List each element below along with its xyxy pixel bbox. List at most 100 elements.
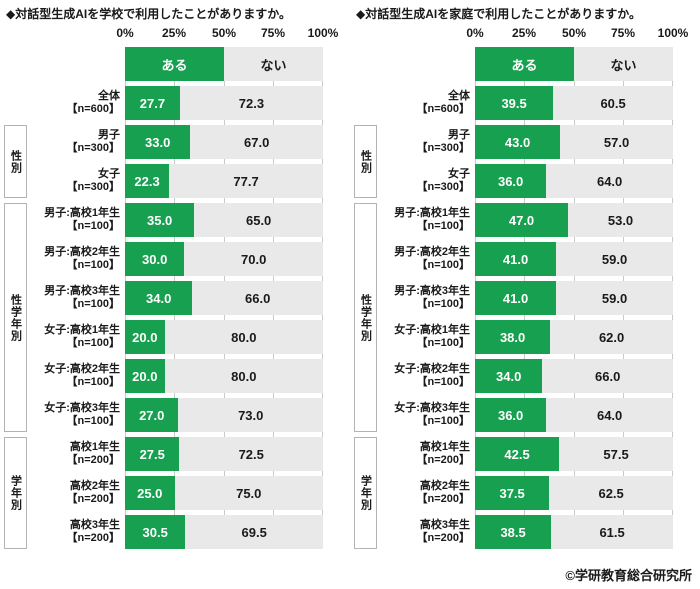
row-label-n: 【n=300】 bbox=[416, 181, 471, 193]
no-bar: 73.0 bbox=[178, 398, 323, 432]
data-row: 女子:高校2年生 【n=100】 34.0 66.0 bbox=[350, 359, 698, 393]
row-label-name: 男子:高校1年生 bbox=[394, 207, 470, 219]
no-bar: 72.3 bbox=[179, 86, 323, 120]
row-label-name: 高校3年生 bbox=[69, 519, 120, 531]
data-row: 全体 【n=600】 27.7 72.3 bbox=[0, 86, 348, 120]
no-value: 62.0 bbox=[598, 329, 625, 345]
no-value: 61.5 bbox=[599, 524, 625, 540]
yes-bar: 38.5 bbox=[475, 515, 552, 549]
row-label-name: 高校1年生 bbox=[419, 441, 470, 453]
data-row: 女子:高校3年生 【n=100】 27.0 73.0 bbox=[0, 398, 348, 432]
yes-bar: 33.0 bbox=[125, 125, 191, 159]
yes-bar: 38.0 bbox=[475, 320, 551, 354]
row-label-n: 【n=100】 bbox=[66, 220, 121, 232]
row-label-n: 【n=100】 bbox=[66, 376, 121, 388]
yes-bar: 37.5 bbox=[475, 476, 550, 510]
row-label: 女子 【n=300】 bbox=[350, 164, 475, 198]
yes-bar: 22.3 bbox=[125, 164, 170, 198]
no-value: 75.0 bbox=[236, 485, 262, 501]
no-value: 70.0 bbox=[241, 251, 267, 267]
yes-bar: 41.0 bbox=[475, 242, 557, 276]
row-label-n: 【n=200】 bbox=[416, 493, 471, 505]
no-value: 64.0 bbox=[596, 173, 623, 189]
data-row: 男子 【n=300】 43.0 57.0 bbox=[350, 125, 698, 159]
chart-title: ◆対話型生成AIを学校で利用したことがありますか。 bbox=[6, 7, 291, 21]
data-row: 男子:高校1年生 【n=100】 47.0 53.0 bbox=[350, 203, 698, 237]
row-label: 高校1年生 【n=200】 bbox=[350, 437, 475, 471]
axis-tick: 25% bbox=[161, 26, 187, 40]
row-label-n: 【n=600】 bbox=[416, 103, 471, 115]
data-row: 女子:高校3年生 【n=100】 36.0 64.0 bbox=[350, 398, 698, 432]
yes-bar: 27.7 bbox=[125, 86, 180, 120]
row-label-n: 【n=600】 bbox=[66, 103, 121, 115]
row-label-name: 高校2年生 bbox=[69, 480, 120, 492]
no-bar: 66.0 bbox=[192, 281, 323, 315]
no-value: 53.0 bbox=[607, 212, 634, 228]
no-value: 65.0 bbox=[245, 212, 272, 228]
row-label-name: 女子:高校1年生 bbox=[394, 324, 470, 336]
no-bar: 62.5 bbox=[549, 476, 673, 510]
row-label-n: 【n=100】 bbox=[66, 259, 121, 271]
axis-tick: 50% bbox=[561, 26, 587, 40]
data-row: 女子:高校1年生 【n=100】 20.0 80.0 bbox=[0, 320, 348, 354]
no-value: 67.0 bbox=[244, 134, 270, 150]
yes-bar: 35.0 bbox=[125, 203, 195, 237]
row-label-name: 女子 bbox=[98, 168, 120, 180]
axis-tick: 100% bbox=[307, 26, 339, 40]
no-bar: 59.0 bbox=[556, 242, 673, 276]
group-label-sex: 性別 bbox=[4, 125, 27, 198]
no-value: 66.0 bbox=[245, 290, 271, 306]
no-bar: 80.0 bbox=[164, 359, 323, 393]
row-label-n: 【n=100】 bbox=[416, 376, 471, 388]
group-label-grade: 学年別 bbox=[4, 437, 27, 549]
yes-value: 20.0 bbox=[132, 329, 158, 345]
no-value: 60.5 bbox=[600, 95, 626, 111]
yes-value: 38.0 bbox=[499, 329, 526, 345]
row-label-n: 【n=300】 bbox=[416, 142, 471, 154]
no-value: 77.7 bbox=[233, 173, 259, 189]
row-label: 高校1年生 【n=200】 bbox=[0, 437, 125, 471]
row-label: 高校2年生 【n=200】 bbox=[350, 476, 475, 510]
no-value: 66.0 bbox=[595, 368, 621, 384]
no-value: 73.0 bbox=[238, 407, 264, 423]
no-value: 80.0 bbox=[231, 329, 257, 345]
row-label: 男子:高校1年生 【n=100】 bbox=[350, 203, 475, 237]
row-label: 男子:高校3年生 【n=100】 bbox=[350, 281, 475, 315]
yes-value: 41.0 bbox=[502, 290, 529, 306]
no-bar: 57.5 bbox=[559, 437, 673, 471]
axis-tick: 75% bbox=[260, 26, 286, 40]
yes-value: 22.3 bbox=[134, 173, 160, 189]
axis-tick: 0% bbox=[466, 26, 484, 40]
legend-yes-label: ある bbox=[161, 57, 188, 73]
row-label-name: 女子:高校3年生 bbox=[394, 402, 470, 414]
axis-tick: 75% bbox=[610, 26, 636, 40]
row-label-name: 女子:高校3年生 bbox=[44, 402, 120, 414]
yes-value: 38.5 bbox=[500, 524, 526, 540]
row-label: 女子:高校3年生 【n=100】 bbox=[0, 398, 125, 432]
yes-value: 20.0 bbox=[132, 368, 158, 384]
yes-value: 41.0 bbox=[502, 251, 529, 267]
row-label: 女子 【n=300】 bbox=[0, 164, 125, 198]
row-label-n: 【n=300】 bbox=[66, 181, 121, 193]
yes-bar: 30.5 bbox=[125, 515, 186, 549]
row-label-name: 高校2年生 bbox=[419, 480, 470, 492]
no-bar: 69.5 bbox=[185, 515, 323, 549]
yes-value: 36.0 bbox=[497, 407, 524, 423]
yes-bar: 42.5 bbox=[475, 437, 560, 471]
yes-value: 30.5 bbox=[142, 524, 168, 540]
axis-tick: 100% bbox=[657, 26, 689, 40]
row-label-n: 【n=100】 bbox=[416, 298, 471, 310]
row-label: 全体 【n=600】 bbox=[0, 86, 125, 120]
yes-value: 39.5 bbox=[501, 95, 527, 111]
no-bar: 64.0 bbox=[546, 398, 673, 432]
chart-title: ◆対話型生成AIを家庭で利用したことがありますか。 bbox=[356, 7, 641, 21]
yes-value: 27.5 bbox=[139, 446, 165, 462]
yes-bar: 30.0 bbox=[125, 242, 185, 276]
no-value: 72.5 bbox=[238, 446, 264, 462]
row-label-name: 男子:高校2年生 bbox=[44, 246, 120, 258]
row-label-n: 【n=100】 bbox=[66, 298, 121, 310]
legend-yes-label: ある bbox=[511, 57, 538, 73]
data-row: 高校3年生 【n=200】 30.5 69.5 bbox=[0, 515, 348, 549]
group-label-sex-grade: 性学年別 bbox=[4, 203, 27, 432]
